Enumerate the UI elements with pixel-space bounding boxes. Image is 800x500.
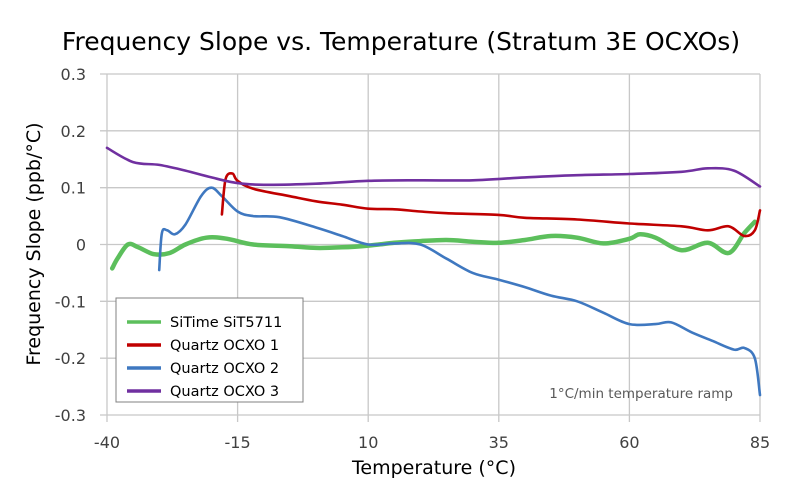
x-tick-label: 60 (619, 433, 639, 452)
legend-label: Quartz OCXO 2 (170, 361, 279, 377)
legend-label: Quartz OCXO 1 (170, 338, 279, 354)
legend-box (115, 297, 304, 403)
y-tick-label: 0.1 (61, 179, 86, 198)
y-tick-label: -0.3 (55, 406, 86, 425)
y-tick-label: -0.2 (55, 349, 86, 368)
series-quartz-ocxo-3 (105, 146, 762, 188)
series-quartz-ocxo-2 (157, 186, 762, 397)
tick-labels: 0.3 0.2 0.1 0 -0.1 -0.2 -0.3 -40 -15 10 35 60 85 (55, 65, 770, 452)
x-axis-label: Temperature (°C) (351, 457, 516, 479)
y-tick-label: -0.1 (55, 292, 86, 311)
chart-title: Frequency Slope vs. Temperature (Stratum… (62, 27, 740, 56)
x-tick-label: -40 (94, 433, 120, 452)
legend: SiTime SiT5711 Quartz OCXO 1 Quartz OCXO 2… (115, 297, 304, 403)
y-axis-label: Frequency Slope (ppb/°C) (23, 122, 45, 365)
y-tick-label: 0.3 (61, 65, 86, 84)
series-lines (105, 146, 762, 397)
x-tick-label: 10 (358, 433, 378, 452)
y-tick-label: 0 (76, 236, 86, 255)
y-tick-label: 0.2 (61, 122, 86, 141)
legend-label: SiTime SiT5711 (170, 315, 282, 331)
annotation-ramp-rate: 1°C/min temperature ramp (549, 386, 733, 402)
x-tick-label: 85 (750, 433, 770, 452)
x-tick-label: -15 (225, 433, 251, 452)
x-tick-label: 35 (489, 433, 509, 452)
legend-label: Quartz OCXO 3 (170, 384, 279, 400)
series-sitime-sit5711 (109, 219, 758, 271)
